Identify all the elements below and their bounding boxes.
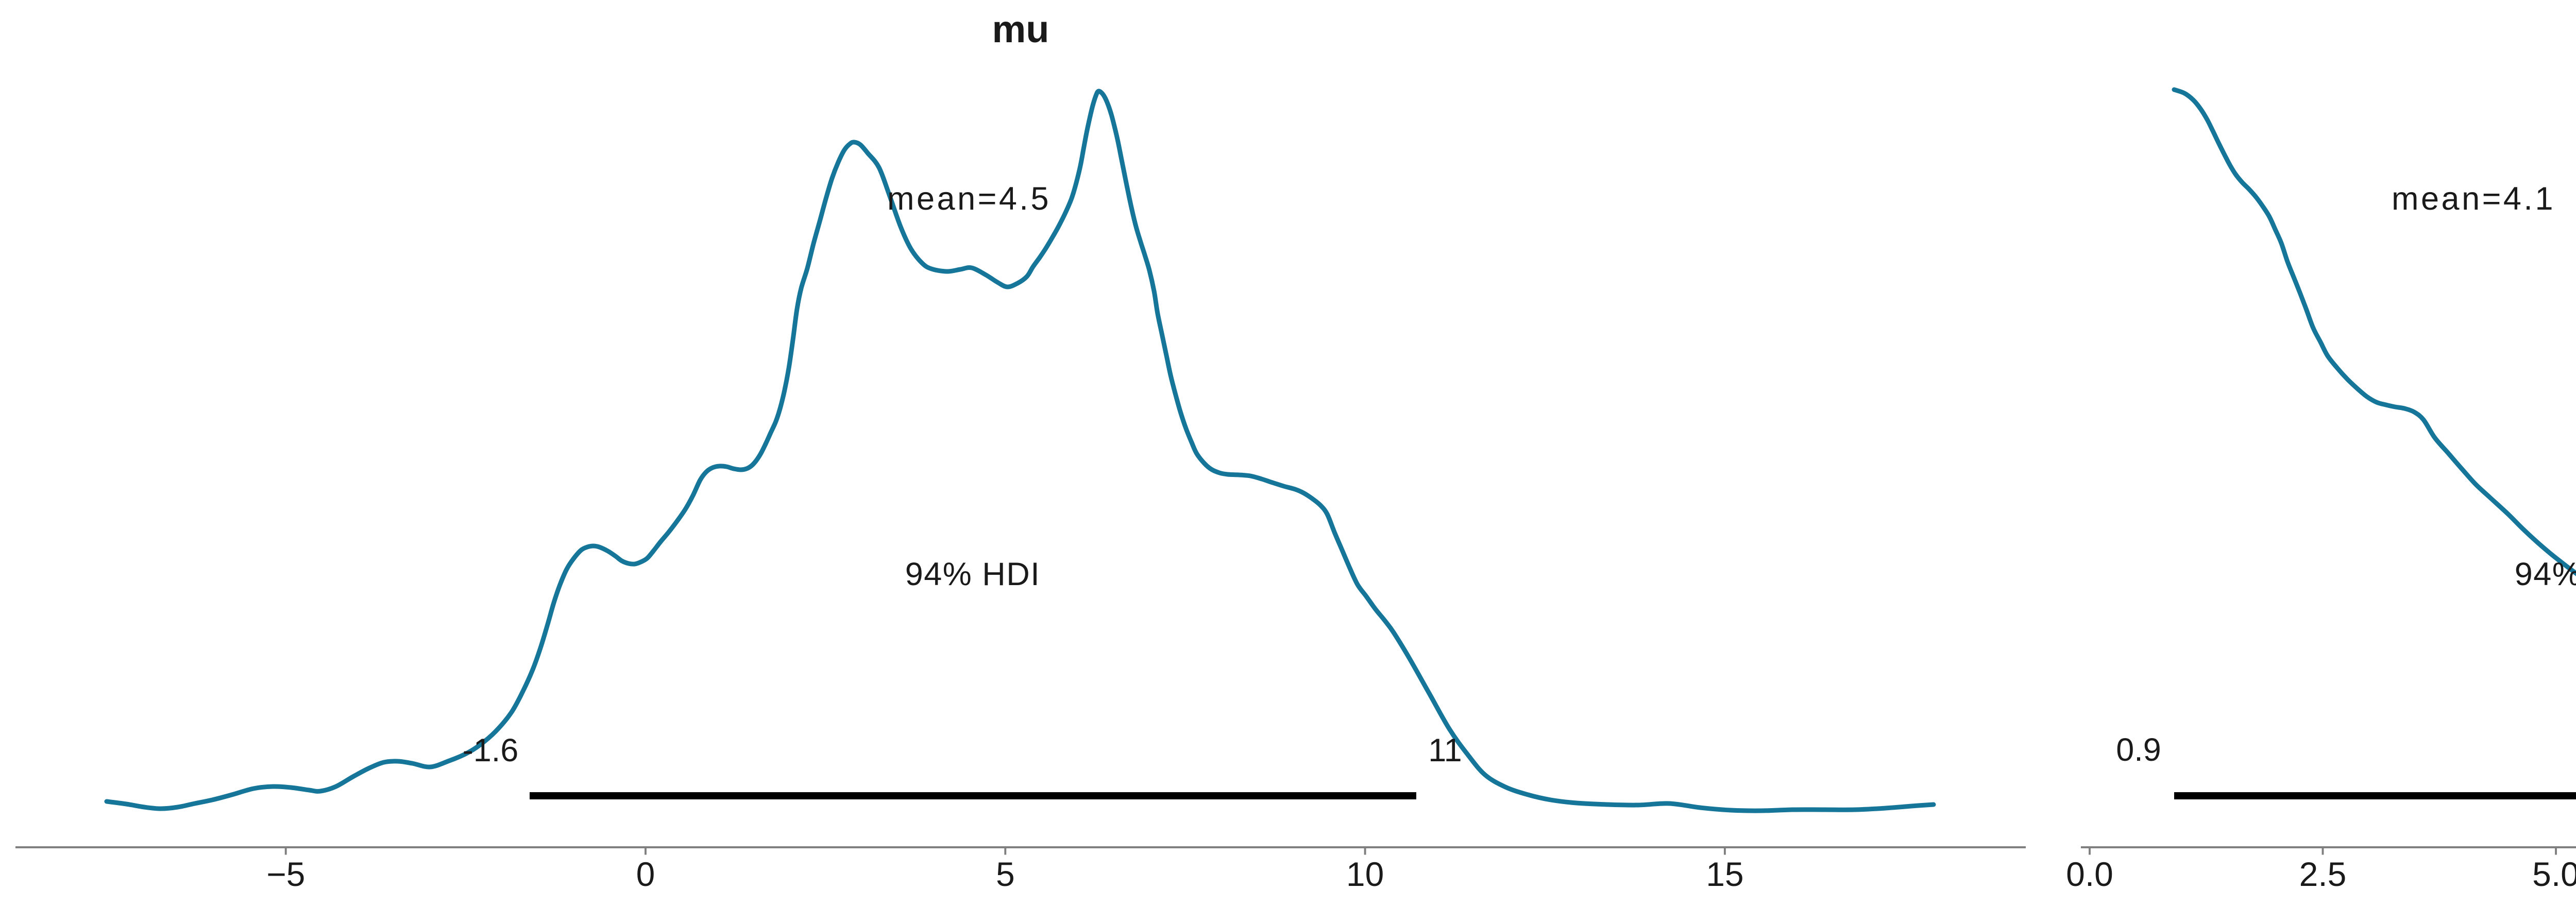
svg-text:0: 0 — [636, 855, 655, 893]
svg-text:11: 11 — [1428, 732, 1462, 768]
svg-text:-1.6: -1.6 — [463, 732, 519, 768]
svg-text:15: 15 — [1706, 855, 1743, 893]
svg-text:10: 10 — [1346, 855, 1384, 893]
svg-text:−5: −5 — [266, 855, 305, 893]
svg-text:5.0: 5.0 — [2532, 855, 2576, 893]
svg-text:mean=4.5: mean=4.5 — [887, 181, 1051, 217]
svg-text:94% HDI: 94% HDI — [905, 556, 1041, 592]
svg-text:2.5: 2.5 — [2299, 855, 2347, 893]
svg-text:0.9: 0.9 — [2116, 732, 2161, 768]
svg-text:0.0: 0.0 — [2066, 855, 2113, 893]
svg-text:mean=4.1: mean=4.1 — [2392, 181, 2555, 217]
svg-text:5: 5 — [996, 855, 1015, 893]
svg-text:94% HDI: 94% HDI — [2515, 556, 2576, 592]
svg-text:mu: mu — [992, 8, 1049, 50]
